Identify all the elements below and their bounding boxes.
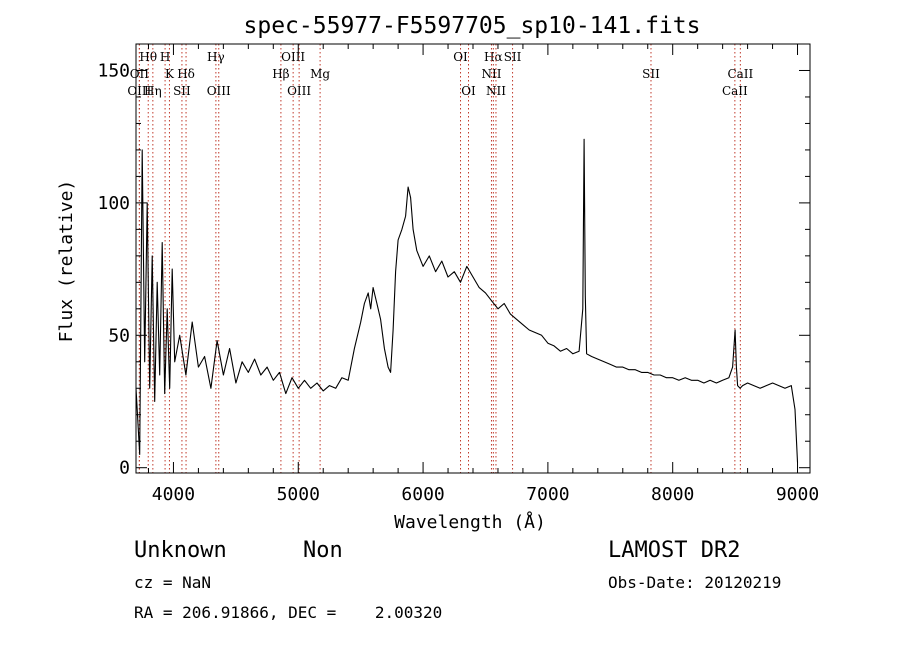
redshift-cz: cz = NaN bbox=[134, 573, 212, 592]
spectral-line-label: NII bbox=[481, 67, 501, 81]
object-subclass: Non bbox=[303, 538, 343, 563]
spectral-line-label: Hβ bbox=[272, 67, 289, 81]
x-axis-label: Wavelength (Å) bbox=[394, 511, 546, 533]
y-tick-label: 100 bbox=[97, 193, 130, 214]
spectral-line-label: Hγ bbox=[207, 50, 225, 64]
observation-date: Obs-Date: 20120219 bbox=[608, 573, 782, 592]
plot-frame bbox=[135, 43, 811, 474]
spectrum-line bbox=[135, 138, 799, 463]
spectral-line-label: NII bbox=[486, 84, 506, 98]
y-axis-label: Flux (relative) bbox=[56, 180, 77, 343]
x-tick-label: 5000 bbox=[277, 484, 320, 505]
spectral-line-label: SII bbox=[642, 67, 660, 81]
spectral-line-label: SII bbox=[173, 84, 191, 98]
x-tick-label: 8000 bbox=[651, 484, 694, 505]
x-tick-label: 6000 bbox=[401, 484, 444, 505]
spectral-line-label: OIII bbox=[127, 84, 151, 98]
spectral-line-label: Mg bbox=[310, 67, 330, 81]
spectral-line-label: OI bbox=[453, 50, 468, 64]
x-tick-label: 7000 bbox=[526, 484, 569, 505]
spectral-line-label: OI bbox=[461, 84, 476, 98]
x-tick-label: 4000 bbox=[152, 484, 195, 505]
spectral-line-label: Hθ bbox=[139, 50, 157, 64]
spectral-line-label: OIII bbox=[207, 84, 231, 98]
spectral-line-label: Hη bbox=[144, 84, 162, 98]
spectral-line-label: Hα bbox=[484, 50, 503, 64]
spectral-line-label: OIII bbox=[281, 50, 305, 64]
y-tick-label: 0 bbox=[119, 458, 130, 479]
x-tick-label: 9000 bbox=[776, 484, 819, 505]
spectral-line-label: SII bbox=[504, 50, 522, 64]
y-tick-label: 150 bbox=[97, 60, 130, 81]
axis-ticks: 4000 5000 6000 7000 8000 9000 0 50 100 150 bbox=[97, 43, 819, 505]
spectral-line-label: H bbox=[160, 50, 170, 64]
spectral-line-label: K bbox=[165, 67, 175, 81]
y-tick-label: 50 bbox=[108, 325, 130, 346]
chart-title: spec-55977-F5597705_sp10-141.fits bbox=[244, 13, 701, 39]
object-class: Unknown bbox=[134, 538, 227, 563]
spectral-line-label: CaII bbox=[727, 67, 753, 81]
spectrum-series bbox=[135, 138, 799, 463]
spectral-line-label: CaII bbox=[722, 84, 748, 98]
survey-name: LAMOST DR2 bbox=[608, 538, 741, 563]
spectral-line-label: Hδ bbox=[177, 67, 195, 81]
spectral-line-label: OIII bbox=[287, 84, 311, 98]
ra-dec-coordinates: RA = 206.91866, DEC = 2.00320 bbox=[134, 603, 443, 622]
